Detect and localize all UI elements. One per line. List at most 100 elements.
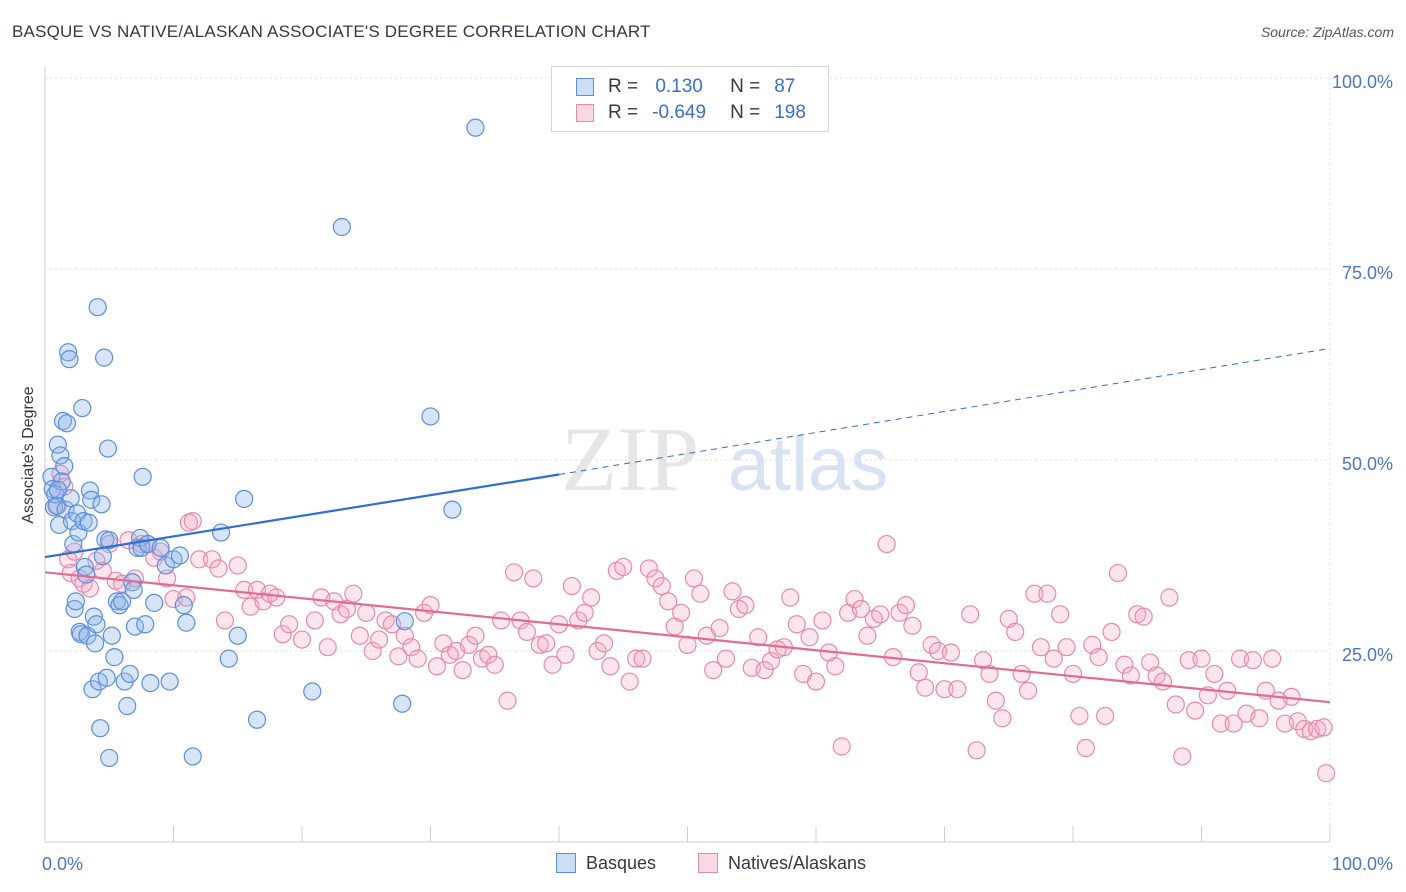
natives-point <box>479 645 498 664</box>
bottom-legend-natives: Natives/Alaskans <box>698 850 866 876</box>
natives-point <box>755 660 774 680</box>
natives-point <box>1263 649 1282 668</box>
natives-point <box>980 664 999 684</box>
natives-point <box>235 580 254 599</box>
natives-point <box>877 534 896 554</box>
natives-point <box>1018 681 1038 700</box>
natives-point <box>909 663 928 682</box>
natives-point <box>1031 638 1050 657</box>
natives-point <box>749 628 768 647</box>
natives-point <box>787 615 806 634</box>
basques-point <box>177 613 196 632</box>
basques-point <box>100 748 119 768</box>
basques-point <box>73 398 92 418</box>
legend-swatch-blue <box>576 78 594 96</box>
natives-point <box>183 512 202 531</box>
natives-point <box>736 596 755 615</box>
basques-point <box>88 298 107 317</box>
basques-trend-extension <box>558 347 1331 476</box>
y-tick-label: 25.0% <box>1342 645 1393 665</box>
natives-point <box>1317 764 1336 783</box>
basques-point <box>145 593 164 612</box>
legend-r-label: R = <box>608 76 639 97</box>
natives-point <box>1288 712 1307 731</box>
natives-point <box>395 626 414 645</box>
legend-row-basques: R = 0.130 N = 87 <box>576 74 795 100</box>
natives-point <box>1044 649 1063 668</box>
natives-point <box>1089 648 1108 667</box>
natives-point <box>1076 738 1095 758</box>
basques-point <box>82 490 101 509</box>
natives-point <box>858 626 877 645</box>
natives-point <box>273 625 292 644</box>
natives-point <box>414 603 434 622</box>
natives-point <box>761 651 781 671</box>
natives-point <box>806 672 826 691</box>
natives-point <box>530 635 549 654</box>
legend-row-natives: R = -0.649 N = 198 <box>576 100 806 126</box>
natives-point <box>1051 605 1070 624</box>
natives-point <box>408 649 427 668</box>
natives-point <box>903 616 922 635</box>
natives-point <box>620 672 639 691</box>
basques-point <box>91 719 110 738</box>
natives-point <box>826 657 845 676</box>
natives-point <box>986 691 1006 710</box>
natives-point <box>961 605 980 624</box>
natives-point <box>1243 651 1263 670</box>
natives-point <box>504 563 524 582</box>
y-tick-label: 75.0% <box>1342 263 1393 283</box>
natives-point <box>800 628 819 647</box>
natives-point <box>485 655 504 674</box>
basques-point <box>100 531 119 550</box>
watermark-atlas: atlas <box>728 422 889 507</box>
natives-point <box>190 550 209 569</box>
natives-point <box>935 680 954 699</box>
y-axis-label: Associate's Degree <box>20 386 37 523</box>
natives-point <box>421 596 440 615</box>
natives-point <box>710 618 729 638</box>
legend-n-label: N = <box>730 102 761 123</box>
natives-point <box>993 709 1012 728</box>
natives-point <box>851 599 871 619</box>
basques-point <box>98 439 118 458</box>
basques-point <box>47 496 66 515</box>
basques-point <box>136 615 155 634</box>
basques-point <box>105 648 124 667</box>
legend-n-value: 87 <box>774 76 796 97</box>
chart-source: Source: ZipAtlas.com <box>1260 24 1394 40</box>
basques-point <box>219 649 238 668</box>
basques-point <box>48 480 67 499</box>
natives-point <box>228 556 247 575</box>
natives-points <box>48 464 1336 783</box>
basques-point <box>60 350 79 369</box>
basques-point <box>55 457 74 476</box>
basques-point <box>56 500 75 519</box>
natives-point <box>916 678 935 697</box>
natives-point <box>684 569 704 588</box>
natives-trend-line <box>44 571 1331 704</box>
natives-point <box>1057 638 1076 657</box>
natives-point <box>389 647 408 666</box>
natives-point <box>832 737 851 756</box>
bottom-swatch-blue <box>556 853 576 873</box>
natives-point <box>1134 607 1153 626</box>
natives-point <box>716 649 736 668</box>
natives-point <box>543 655 562 674</box>
natives-point <box>1121 666 1140 685</box>
basques-point <box>112 592 132 611</box>
natives-point <box>157 569 177 588</box>
basques-point <box>66 592 85 611</box>
natives-point <box>871 605 890 624</box>
basques-point <box>443 500 462 519</box>
natives-point <box>1108 563 1128 583</box>
natives-point <box>370 630 389 649</box>
basques-point <box>77 565 96 584</box>
natives-point <box>459 635 479 654</box>
watermark: ZIP atlas <box>561 408 888 510</box>
natives-point <box>633 649 652 668</box>
bottom-legend-label: Natives/Alaskans <box>728 852 867 873</box>
natives-point <box>652 576 671 596</box>
basques-points <box>42 118 485 768</box>
